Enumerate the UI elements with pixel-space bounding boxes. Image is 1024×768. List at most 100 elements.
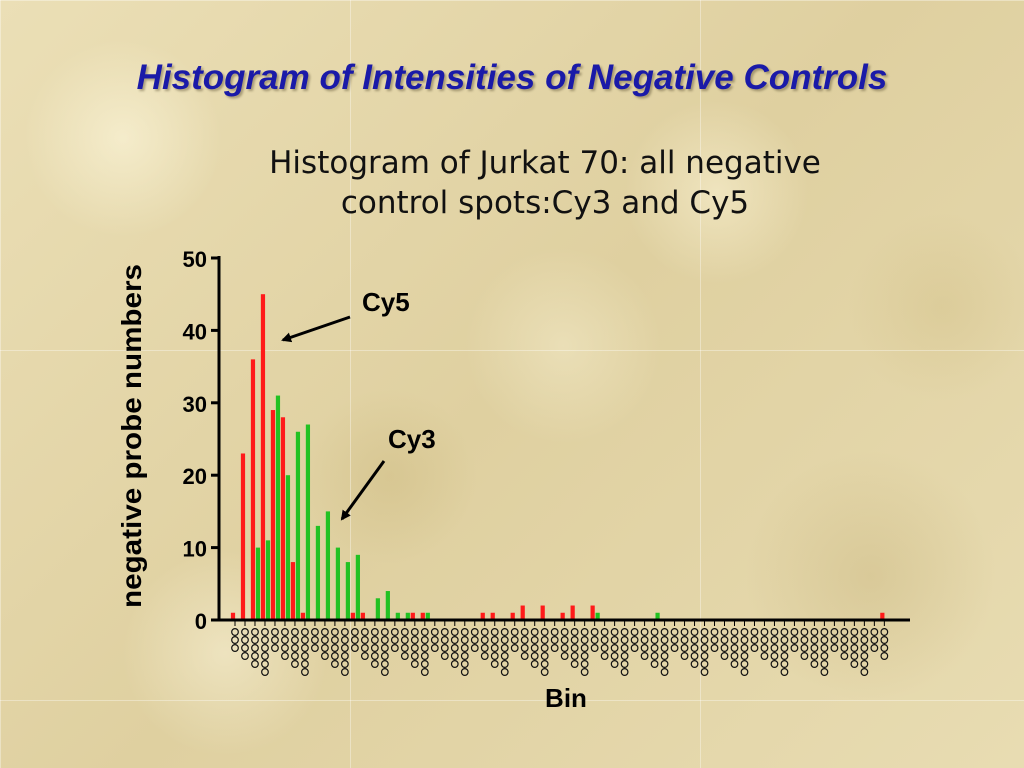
x-tick-label-glyph	[420, 667, 429, 676]
x-tick-label-glyph	[580, 651, 589, 660]
x-tick-label-glyph	[730, 635, 739, 644]
x-tick-label-glyph	[590, 635, 599, 644]
x-tick-label-glyph	[380, 643, 389, 652]
x-tick-label-glyph	[870, 627, 879, 636]
x-tick-label-glyph	[580, 627, 589, 636]
x-tick-label-glyph	[410, 643, 419, 652]
x-tick-label-glyph	[540, 635, 549, 644]
x-tick-label-glyph	[350, 635, 359, 644]
x-tick-label-glyph	[690, 659, 699, 668]
y-tick-layer: 0 10 20 30 40 50	[183, 247, 219, 634]
x-tick-label-glyph	[810, 635, 819, 644]
x-tick-label-glyph	[720, 651, 729, 660]
x-tick-label-glyph	[480, 635, 489, 644]
x-tick-label-glyph	[301, 627, 309, 636]
chart-title-line-1: Histogram of Jurkat 70: all negative	[269, 145, 821, 181]
x-tick-label-glyph	[231, 635, 239, 644]
x-tick-label-glyph	[301, 659, 309, 668]
x-tick-label-glyph	[770, 651, 779, 660]
x-tick-label-glyph	[311, 627, 319, 636]
x-tick-label-glyph	[640, 635, 649, 644]
x-tick-label-glyph	[540, 643, 549, 652]
x-tick-label-glyph	[820, 643, 829, 652]
bar-cy5	[590, 605, 595, 620]
x-tick-label-glyph	[251, 651, 259, 660]
bar-cy5	[280, 417, 286, 620]
bar-cy3	[345, 562, 350, 620]
x-tick-label-glyph	[510, 635, 519, 644]
x-tick-label-glyph	[370, 635, 379, 644]
x-tick-label-glyph	[600, 627, 609, 636]
x-tick-label-glyph	[301, 651, 309, 660]
x-tick-label-glyph	[291, 635, 299, 644]
x-tick-label-glyph	[540, 627, 549, 636]
x-tick-label-glyph	[340, 635, 349, 644]
x-tick-label-glyph	[400, 635, 409, 644]
x-tick-label-glyph	[620, 643, 629, 652]
y-tick-label: 0	[195, 609, 207, 634]
x-tick-label-glyph	[560, 651, 569, 660]
x-tick-label-glyph	[620, 651, 629, 660]
x-tick-label-glyph	[780, 659, 789, 668]
bar-cy5	[240, 453, 246, 620]
x-tick-label-glyph	[570, 635, 579, 644]
x-tick-label-glyph	[580, 643, 589, 652]
x-tick-label-glyph	[480, 651, 489, 660]
x-tick-label-glyph	[700, 659, 709, 668]
cy3-annotation-label: Cy3	[388, 424, 436, 454]
x-tick-label-glyph	[750, 627, 759, 636]
x-tick-label-glyph	[850, 659, 859, 668]
x-tick-label-glyph	[321, 643, 329, 652]
x-tick-label-glyph	[490, 643, 499, 652]
x-tick-label-glyph	[700, 651, 709, 660]
cy5-annotation-label: Cy5	[362, 287, 410, 317]
x-tick-label-glyph	[570, 627, 579, 636]
x-tick-label-glyph	[710, 627, 719, 636]
x-tick-label-glyph	[850, 627, 859, 636]
x-tick-label-glyph	[530, 659, 539, 668]
x-tick-label-glyph	[460, 627, 469, 636]
x-tick-label-glyph	[720, 627, 729, 636]
x-tick-label-glyph	[830, 627, 839, 636]
x-tick-label-glyph	[450, 659, 459, 668]
x-tick-label-glyph	[550, 627, 559, 636]
x-tick-label-glyph	[700, 667, 709, 676]
chart-title-line-2: control spots:Cy3 and Cy5	[340, 185, 750, 221]
x-tick-label-glyph	[630, 643, 639, 652]
x-tick-label-glyph	[670, 643, 679, 652]
x-tick-label-glyph	[850, 643, 859, 652]
x-tick-label-glyph	[700, 643, 709, 652]
x-tick-label-glyph	[860, 627, 869, 636]
x-tick-label-glyph	[780, 627, 789, 636]
x-tick-layer	[231, 620, 889, 676]
x-tick-label-glyph	[570, 651, 579, 660]
x-tick-label-glyph	[800, 651, 809, 660]
x-tick-label-glyph	[860, 651, 869, 660]
y-axis-label: negative probe numbers	[116, 264, 147, 608]
x-tick-label-glyph	[400, 627, 409, 636]
x-tick-label-glyph	[460, 643, 469, 652]
x-tick-label-glyph	[590, 627, 599, 636]
x-tick-label-glyph	[550, 643, 559, 652]
x-tick-label-glyph	[600, 635, 609, 644]
x-tick-label-glyph	[480, 627, 489, 636]
x-tick-label-glyph	[500, 651, 509, 660]
x-tick-label-glyph	[291, 659, 299, 668]
x-tick-label-glyph	[640, 651, 649, 660]
x-tick-label-glyph	[410, 627, 419, 636]
x-tick-label-glyph	[340, 651, 349, 660]
x-tick-label-glyph	[241, 651, 249, 660]
x-tick-label-glyph	[860, 659, 869, 668]
x-tick-label-glyph	[360, 635, 369, 644]
x-tick-label-glyph	[430, 643, 439, 652]
x-tick-label-glyph	[410, 651, 419, 660]
y-tick-label: 40	[183, 319, 207, 344]
x-tick-label-glyph	[880, 635, 889, 644]
x-tick-label-glyph	[311, 643, 319, 652]
x-tick-label-glyph	[450, 627, 459, 636]
bar-cy3	[655, 612, 660, 620]
x-tick-label-glyph	[750, 635, 759, 644]
x-tick-label-glyph	[420, 635, 429, 644]
x-tick-label-glyph	[680, 635, 689, 644]
x-tick-label-glyph	[790, 627, 799, 636]
